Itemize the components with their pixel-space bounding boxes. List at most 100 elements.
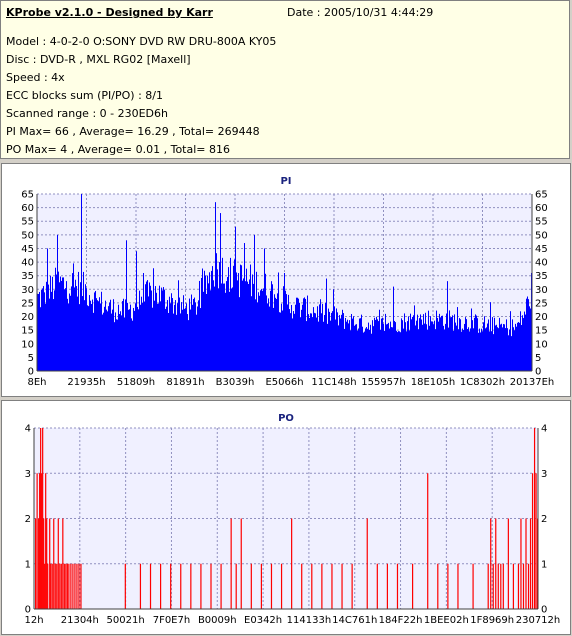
pi-bar	[485, 328, 486, 371]
pi-bar	[416, 320, 417, 371]
pi-bar	[101, 291, 102, 371]
y-tick-label-right: 0	[535, 367, 541, 378]
pi-bar	[304, 297, 305, 371]
pi-bar	[530, 308, 531, 371]
pi-bar	[393, 286, 394, 371]
pi-bar	[470, 328, 471, 371]
po-bar	[76, 563, 78, 609]
po-bar	[386, 563, 388, 609]
pi-bar	[434, 320, 435, 371]
pi-bar	[98, 301, 99, 371]
pi-bar	[92, 299, 93, 371]
pi-bar	[74, 287, 75, 371]
pi-bar	[383, 323, 384, 371]
pi-bar	[54, 290, 55, 371]
y-tick-label-right: 55	[535, 217, 548, 228]
pi-bar	[38, 293, 39, 371]
pi-bar	[106, 309, 107, 371]
y-tick-label-left: 5	[28, 353, 34, 364]
po-bar	[230, 518, 232, 609]
pi-bar	[439, 313, 440, 371]
pi-bar	[526, 298, 527, 371]
pi-bar	[266, 295, 267, 371]
pi-bar	[323, 321, 324, 371]
pi-bar	[245, 281, 246, 371]
pi-bar	[241, 265, 242, 371]
pi-bar	[213, 280, 214, 371]
pi-bar	[81, 194, 82, 371]
pi-bar	[227, 277, 228, 371]
info-line-model: Model : 4-0-2-0 O:SONY DVD RW DRU-800A K…	[6, 35, 277, 48]
pi-bar	[335, 319, 336, 371]
po-bar	[59, 563, 61, 609]
pi-bar	[269, 306, 270, 371]
pi-bar	[405, 322, 406, 371]
po-bar	[80, 563, 82, 609]
pi-bar	[118, 304, 119, 371]
pi-bar	[305, 298, 306, 371]
x-tick-label: B3039h	[216, 377, 255, 388]
pi-bar	[112, 309, 113, 371]
pi-bar	[144, 301, 145, 371]
pi-bar	[382, 317, 383, 371]
pi-bar	[75, 279, 76, 371]
po-bar	[210, 563, 212, 609]
pi-bar	[124, 317, 125, 371]
po-bar	[500, 563, 502, 609]
x-tick-label: 7F0E7h	[153, 615, 191, 626]
pi-bar	[468, 327, 469, 371]
pi-bar	[65, 288, 66, 371]
pi-bar	[423, 314, 424, 371]
pi-bar	[208, 283, 209, 371]
pi-bar	[200, 308, 201, 371]
pi-bar	[292, 318, 293, 371]
pi-bar	[149, 282, 150, 371]
pi-bar	[177, 303, 178, 371]
pi-bar	[430, 316, 431, 371]
po-bar	[72, 563, 74, 609]
pi-bar	[528, 299, 529, 371]
pi-bar	[66, 281, 67, 371]
pi-bar	[193, 298, 194, 371]
pi-bar	[500, 324, 501, 371]
pi-bar	[387, 323, 388, 371]
pi-bar	[326, 278, 327, 371]
pi-bar	[491, 331, 492, 371]
po-bar	[46, 518, 48, 609]
pi-bar	[449, 310, 450, 371]
po-chart-title: PO	[278, 413, 294, 424]
po-bar	[124, 563, 126, 609]
pi-bar	[135, 303, 136, 371]
pi-bar	[328, 308, 329, 371]
po-bar	[53, 518, 55, 609]
pi-bar	[240, 264, 241, 371]
pi-bar	[253, 283, 254, 371]
po-bar	[45, 473, 47, 609]
pi-bar	[277, 293, 278, 371]
pi-bar	[84, 300, 85, 371]
po-bar	[65, 563, 67, 609]
po-bar	[321, 563, 323, 609]
pi-bar	[298, 298, 299, 371]
pi-bar	[109, 302, 110, 371]
pi-bar	[384, 330, 385, 371]
po-bar	[68, 563, 70, 609]
pi-bar	[408, 316, 409, 371]
pi-bar	[205, 275, 206, 371]
pi-bar	[510, 311, 511, 371]
pi-bar	[374, 317, 375, 371]
pi-bar	[314, 312, 315, 371]
pi-bar	[404, 313, 405, 371]
pi-bar	[105, 300, 106, 371]
pi-bar	[506, 319, 507, 371]
pi-bar	[381, 318, 382, 371]
po-bars	[35, 428, 539, 609]
po-bar	[507, 518, 509, 609]
po-bar	[56, 563, 58, 609]
pi-bar	[525, 314, 526, 371]
pi-bar	[64, 289, 65, 371]
y-tick-label-right: 40	[535, 258, 548, 269]
pi-bar	[160, 301, 161, 371]
pi-bar	[359, 318, 360, 371]
